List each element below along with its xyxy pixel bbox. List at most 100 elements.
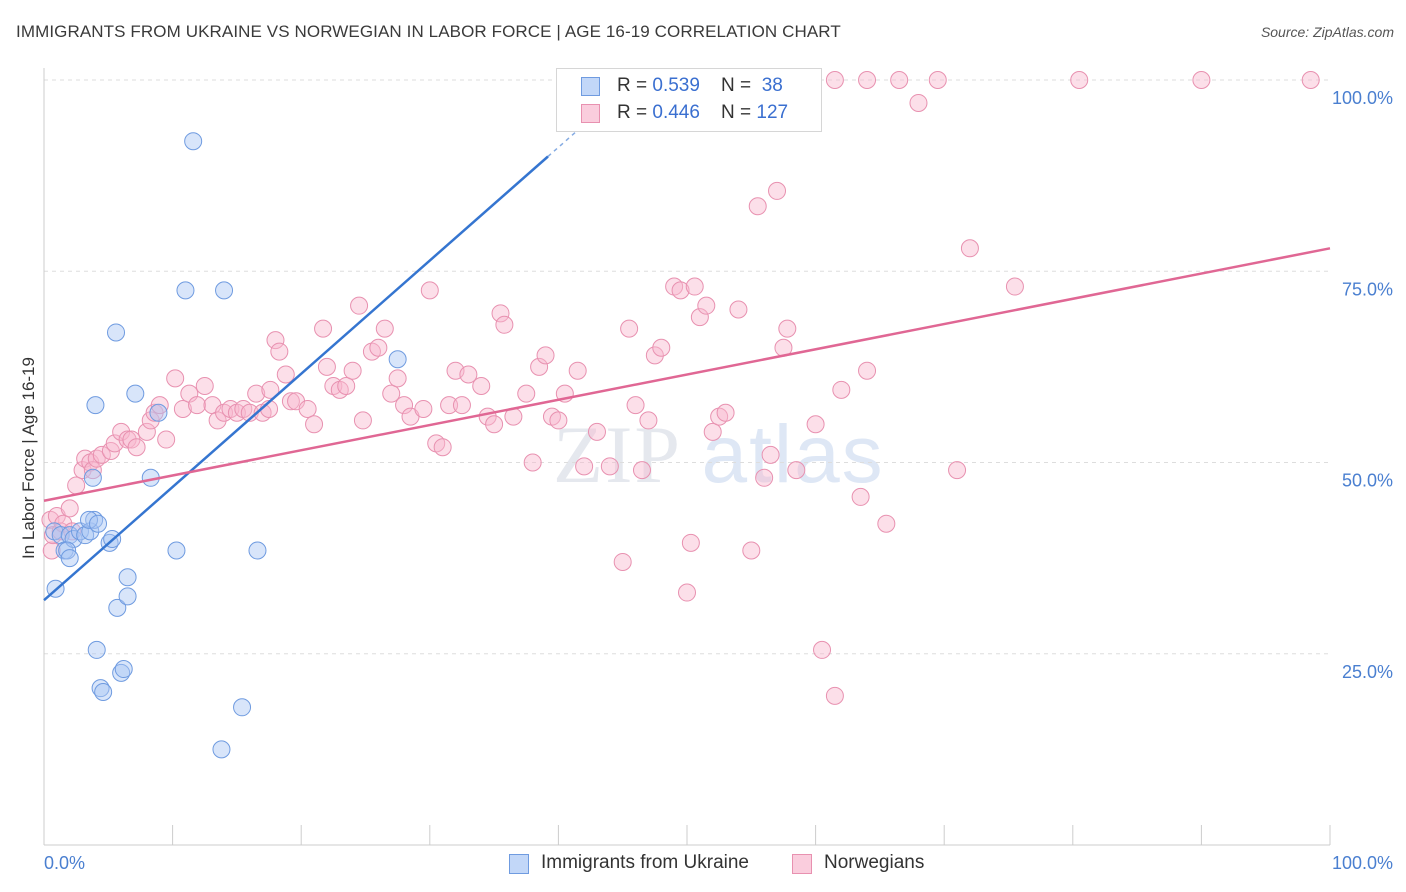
ukraine-points — [45, 132, 407, 759]
legend-n-label: N = — [721, 75, 757, 96]
norwegians-point — [681, 533, 700, 552]
norwegians-point — [127, 438, 146, 457]
ukraine-point — [94, 683, 113, 701]
ukraine-point — [80, 510, 99, 529]
trend-lines — [43, 79, 1331, 602]
y-tick-label: 25.0% — [1342, 662, 1393, 682]
norwegians-point — [440, 396, 459, 415]
norwegians-point — [188, 396, 207, 415]
watermark-atlas: atlas — [701, 409, 885, 500]
bottom-legend-swatch-blue — [509, 854, 529, 874]
ukraine-point — [118, 568, 137, 587]
norwegians-point — [137, 422, 156, 441]
norwegians-point — [639, 411, 658, 430]
ukraine-point — [108, 598, 127, 617]
ukraine-point — [388, 350, 407, 369]
norwegians-point — [157, 430, 176, 449]
norwegians-point — [549, 411, 568, 430]
norwegians-point — [208, 411, 227, 430]
bottom-legend-swatch-pink — [792, 854, 812, 874]
norwegians-point — [317, 357, 336, 376]
norwegians-point — [495, 315, 514, 334]
tick-labels: 25.0% 50.0% 75.0% 100.0% 0.0% 100.0% — [44, 88, 1393, 873]
norwegians-point — [395, 396, 414, 415]
norwegians-point — [173, 399, 192, 418]
norwegians-point — [343, 361, 362, 380]
norwegians-point — [414, 399, 433, 418]
norwegians-point — [787, 461, 806, 480]
norwegians-point — [276, 365, 295, 384]
y-axis-label: In Labor Force | Age 16-19 — [19, 357, 38, 559]
legend-r-value: 0.446 — [652, 102, 700, 123]
norwegians-point — [305, 415, 324, 434]
norwegians-point — [716, 403, 735, 422]
ukraine-point — [176, 281, 195, 300]
norwegians-point — [261, 380, 280, 399]
norwegians-point — [112, 422, 131, 441]
ukraine-point — [233, 698, 252, 717]
ukraine-trend-line — [43, 155, 549, 602]
norwegians-point — [948, 461, 967, 480]
norwegians-point — [459, 365, 478, 384]
ukraine-point — [89, 514, 108, 533]
norwegians-point — [67, 476, 86, 495]
norwegians-point — [369, 338, 388, 357]
norwegians-point — [632, 461, 651, 480]
norwegians-point — [690, 308, 709, 327]
norwegians-point — [685, 277, 704, 296]
y-tick-label: 50.0% — [1342, 471, 1393, 491]
norwegians-point — [768, 181, 787, 200]
legend-swatch-blue — [581, 77, 600, 96]
norwegians-point — [877, 514, 896, 533]
ukraine-point — [149, 403, 168, 422]
norwegians-point — [645, 346, 664, 365]
norwegians-point — [485, 415, 504, 434]
ukraine-point — [215, 281, 234, 300]
norwegians-point — [298, 399, 317, 418]
ukraine-point — [81, 522, 100, 541]
norwegians-point — [353, 411, 372, 430]
chart-title: IMMIGRANTS FROM UKRAINE VS NORWEGIAN IN … — [16, 22, 841, 41]
norwegians-point — [523, 453, 542, 472]
norwegians-point — [960, 239, 979, 258]
norwegians-point — [1070, 71, 1089, 89]
y-tick-label: 100.0% — [1332, 88, 1393, 108]
norwegians-point — [517, 384, 536, 403]
norwegians-point — [530, 357, 549, 376]
ukraine-point — [107, 323, 126, 342]
norwegians-point — [350, 296, 369, 315]
norwegians-point — [433, 438, 452, 457]
norwegians-point — [742, 541, 761, 560]
legend-swatch-pink — [581, 104, 600, 123]
ukraine-point — [64, 530, 83, 548]
legend-r-value: 0.539 — [652, 75, 700, 96]
norwegians-point — [281, 392, 300, 411]
norwegians-point — [587, 422, 606, 441]
norwegians-point — [600, 457, 619, 476]
norwegians-point — [825, 71, 844, 89]
norwegians-point — [452, 396, 471, 415]
ukraine-point — [87, 640, 106, 659]
x-tick-label: 100.0% — [1332, 853, 1393, 873]
ukraine-point — [167, 541, 186, 560]
norwegians-point — [825, 686, 844, 705]
norwegians-point — [575, 457, 594, 476]
norwegians-point — [60, 499, 79, 518]
norwegians-point — [678, 583, 696, 602]
ukraine-point — [60, 549, 79, 568]
norwegians-point — [613, 552, 632, 571]
norwegians-point — [652, 338, 671, 357]
norwegians-point — [858, 71, 877, 89]
norwegians-point — [73, 461, 92, 480]
norwegians-point — [472, 377, 491, 395]
norwegians-point — [1192, 71, 1211, 89]
source-credit: Source: ZipAtlas.com — [1260, 24, 1394, 40]
ukraine-point — [126, 384, 145, 403]
norwegians-point — [270, 342, 289, 361]
x-tick-label: 0.0% — [44, 853, 85, 873]
bottom-legend-label: Immigrants from Ukraine — [541, 852, 749, 873]
ukraine-point — [118, 587, 137, 606]
norwegians-point — [620, 319, 639, 338]
norwegians-point — [755, 468, 774, 487]
norwegians-point — [247, 384, 266, 403]
